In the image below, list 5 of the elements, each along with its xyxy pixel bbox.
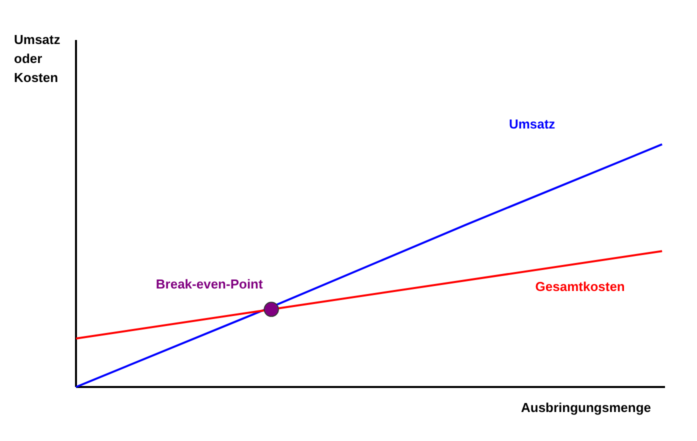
x-axis-title: Ausbringungsmenge (520, 400, 651, 415)
text: Umsatz (508, 116, 556, 132)
series-label: Break-even-Point (156, 276, 264, 292)
series-label: Gesamtkosten (535, 279, 625, 294)
y-axis-title: Umsatz oder Kosten (14, 32, 61, 85)
